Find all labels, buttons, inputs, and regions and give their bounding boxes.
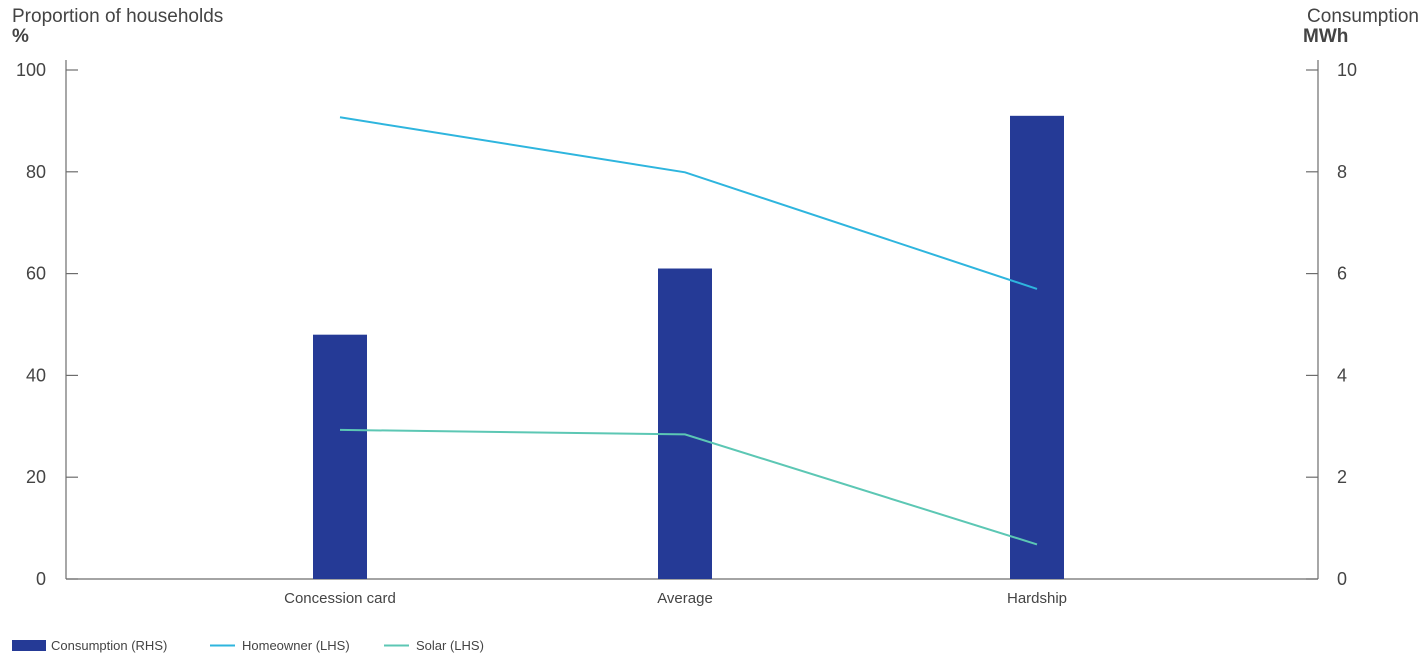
legend-label: Solar (LHS) xyxy=(416,638,484,653)
category-label: Hardship xyxy=(1007,590,1067,607)
bar-consumption-1 xyxy=(658,268,712,579)
left-tick-label: 100 xyxy=(16,60,46,80)
left-tick-label: 20 xyxy=(26,467,46,487)
right-tick-label: 0 xyxy=(1337,569,1347,589)
right-axis-title: Consumption xyxy=(1307,6,1419,27)
right-axis-unit: MWh xyxy=(1303,26,1348,47)
right-tick-label: 2 xyxy=(1337,467,1347,487)
legend: Consumption (RHS) Homeowner (LHS) Solar (L… xyxy=(12,638,484,653)
right-tick-label: 8 xyxy=(1337,162,1347,182)
left-tick-label: 80 xyxy=(26,162,46,182)
right-tick-label: 6 xyxy=(1337,264,1347,284)
category-label: Concession card xyxy=(284,590,396,607)
lines xyxy=(339,116,1038,546)
right-tick-label: 4 xyxy=(1337,365,1347,385)
line-series-2 xyxy=(339,428,1038,546)
left-axis-title: Proportion of households xyxy=(12,6,223,27)
left-axis-unit: % xyxy=(12,26,29,47)
legend-label: Homeowner (LHS) xyxy=(242,638,350,653)
legend-swatch-bar xyxy=(12,640,46,651)
legend-label: Consumption (RHS) xyxy=(51,638,167,653)
bars xyxy=(313,115,1064,579)
left-tick-label: 60 xyxy=(26,264,46,284)
axes: 0 20 40 60 80 100 0 2 4 6 8 10 xyxy=(16,60,1357,589)
category-labels: Concession card Average Hardship xyxy=(284,590,1067,607)
left-tick-label: 40 xyxy=(26,365,46,385)
left-tick-label: 0 xyxy=(36,569,46,589)
bar-consumption-0 xyxy=(313,334,367,579)
category-label: Average xyxy=(657,590,713,607)
line-series-1 xyxy=(339,116,1038,290)
bar-consumption-2 xyxy=(1010,115,1064,579)
right-tick-label: 10 xyxy=(1337,60,1357,80)
